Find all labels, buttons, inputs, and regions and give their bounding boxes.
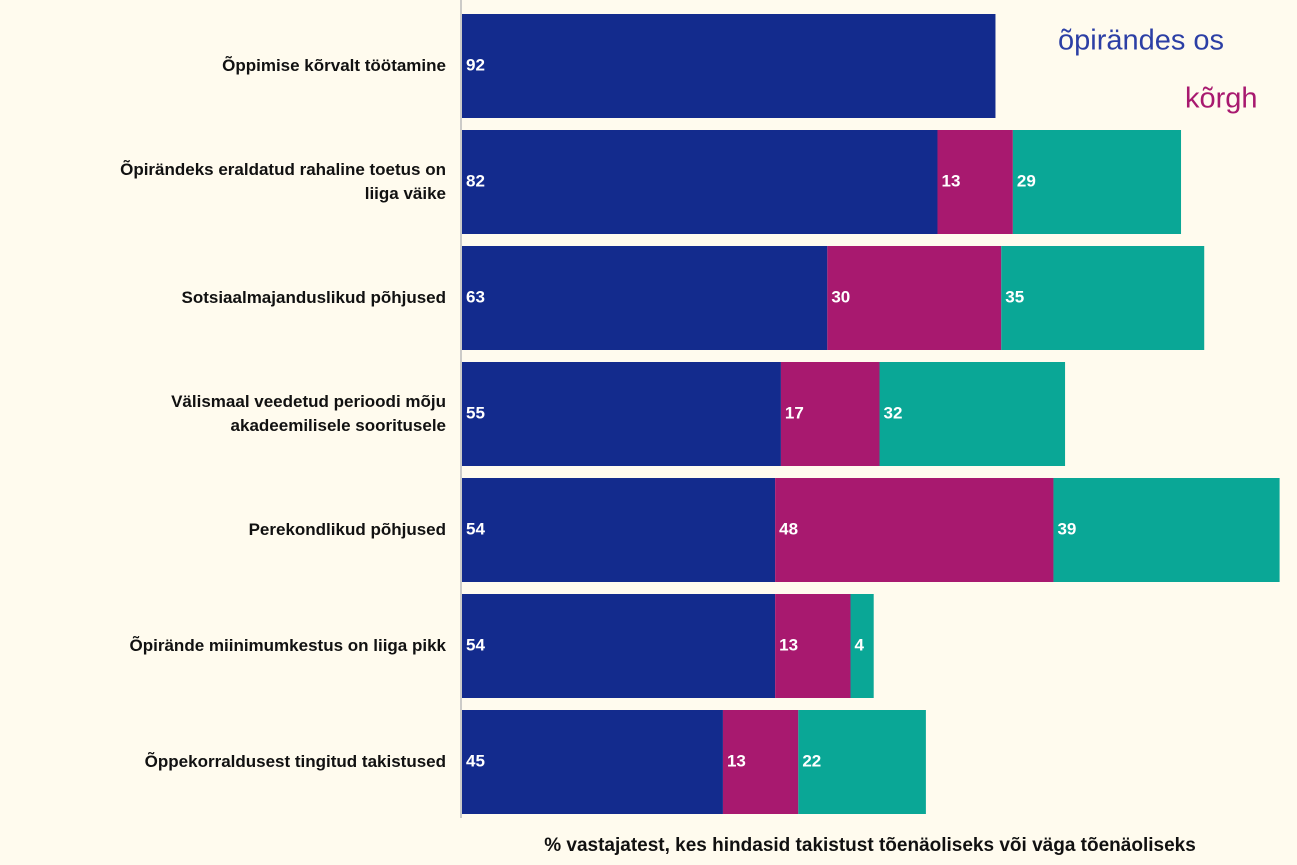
- value-label: 29: [1017, 171, 1036, 190]
- bar-segment: [722, 710, 799, 814]
- category-label: Välismaal veedetud perioodi mõju akadeem…: [171, 392, 446, 435]
- value-label: 17: [785, 403, 804, 422]
- bar-segment: [1001, 246, 1205, 350]
- bar-segment: [879, 362, 1066, 466]
- value-label: 55: [466, 403, 485, 422]
- x-axis-label: % vastajatest, kes hindasid takistust tõ…: [544, 835, 1196, 856]
- bar-segment: [462, 594, 776, 698]
- value-label: 39: [1057, 519, 1076, 538]
- value-label: 63: [466, 287, 485, 306]
- bar-segment: [462, 362, 781, 466]
- category-label: Perekondlikud põhjused: [248, 520, 446, 539]
- bar-segment: [780, 362, 880, 466]
- bar-segment: [462, 14, 996, 118]
- value-label: 13: [941, 171, 960, 190]
- category-label: Õpirändeks eraldatud rahaline toetus on …: [120, 160, 446, 203]
- value-label: 30: [831, 287, 850, 306]
- bar-segment: [775, 594, 851, 698]
- value-label: 82: [466, 171, 485, 190]
- bar-segment: [850, 594, 874, 698]
- category-label: Õppekorraldusest tingitud takistused: [144, 752, 446, 771]
- value-label: 13: [727, 751, 746, 770]
- bar-segment: [1053, 478, 1280, 582]
- value-label: 92: [466, 55, 485, 74]
- bar-segment: [462, 246, 828, 350]
- bar-segment: [462, 478, 776, 582]
- category-label: Sotsiaalmajanduslikud põhjused: [181, 288, 447, 307]
- value-label: 54: [466, 635, 485, 654]
- value-label: 48: [779, 519, 798, 538]
- bar-segment: [462, 710, 723, 814]
- annotation: õpirändes os: [1058, 25, 1224, 57]
- bar-segment: [775, 478, 1054, 582]
- bar-segment: [798, 710, 926, 814]
- value-label: 35: [1005, 287, 1024, 306]
- value-label: 32: [884, 403, 903, 422]
- category-label: Õppimise kõrvalt töötamine: [222, 56, 446, 75]
- value-label: 13: [779, 635, 798, 654]
- value-label: 54: [466, 519, 485, 538]
- bar-segment: [827, 246, 1002, 350]
- value-label: 22: [802, 751, 821, 770]
- bar-segment: [937, 130, 1013, 234]
- category-label: Õpirände miinimumkestus on liiga pikk: [129, 636, 446, 655]
- value-label: 45: [466, 751, 485, 770]
- bar-segment: [462, 130, 938, 234]
- bar-segment: [1012, 130, 1182, 234]
- value-label: 4: [855, 635, 865, 654]
- annotation: kõrgh: [1185, 83, 1258, 115]
